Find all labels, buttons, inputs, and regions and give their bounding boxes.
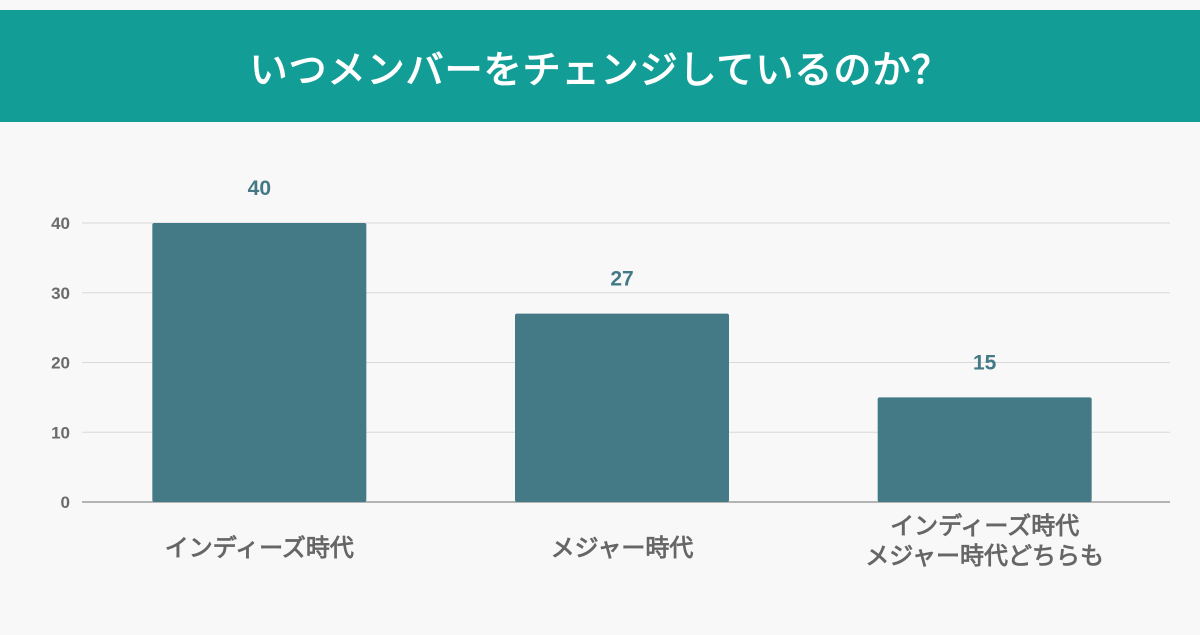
- x-category-label: メジャー時代どちらも: [865, 542, 1104, 570]
- x-category-label: インディーズ時代: [890, 512, 1079, 540]
- bar: [152, 223, 367, 502]
- data-label: 40: [248, 177, 271, 200]
- x-category-label: メジャー時代: [551, 534, 694, 562]
- y-tick-label: 20: [51, 354, 70, 373]
- chart-title: いつメンバーをチェンジしているのか？: [249, 47, 951, 92]
- y-tick-label: 30: [51, 284, 70, 303]
- y-tick-label: 40: [51, 214, 70, 233]
- bar: [515, 313, 729, 502]
- y-tick-label: 0: [61, 493, 70, 512]
- data-label: 15: [973, 351, 997, 374]
- y-tick-label: 10: [51, 423, 70, 442]
- data-label: 27: [610, 268, 633, 291]
- chart-header: いつメンバーをチェンジしているのか？: [0, 10, 1200, 122]
- x-category-label: インディーズ時代: [165, 534, 354, 562]
- bar: [877, 397, 1092, 502]
- top-strip: [0, 0, 1200, 10]
